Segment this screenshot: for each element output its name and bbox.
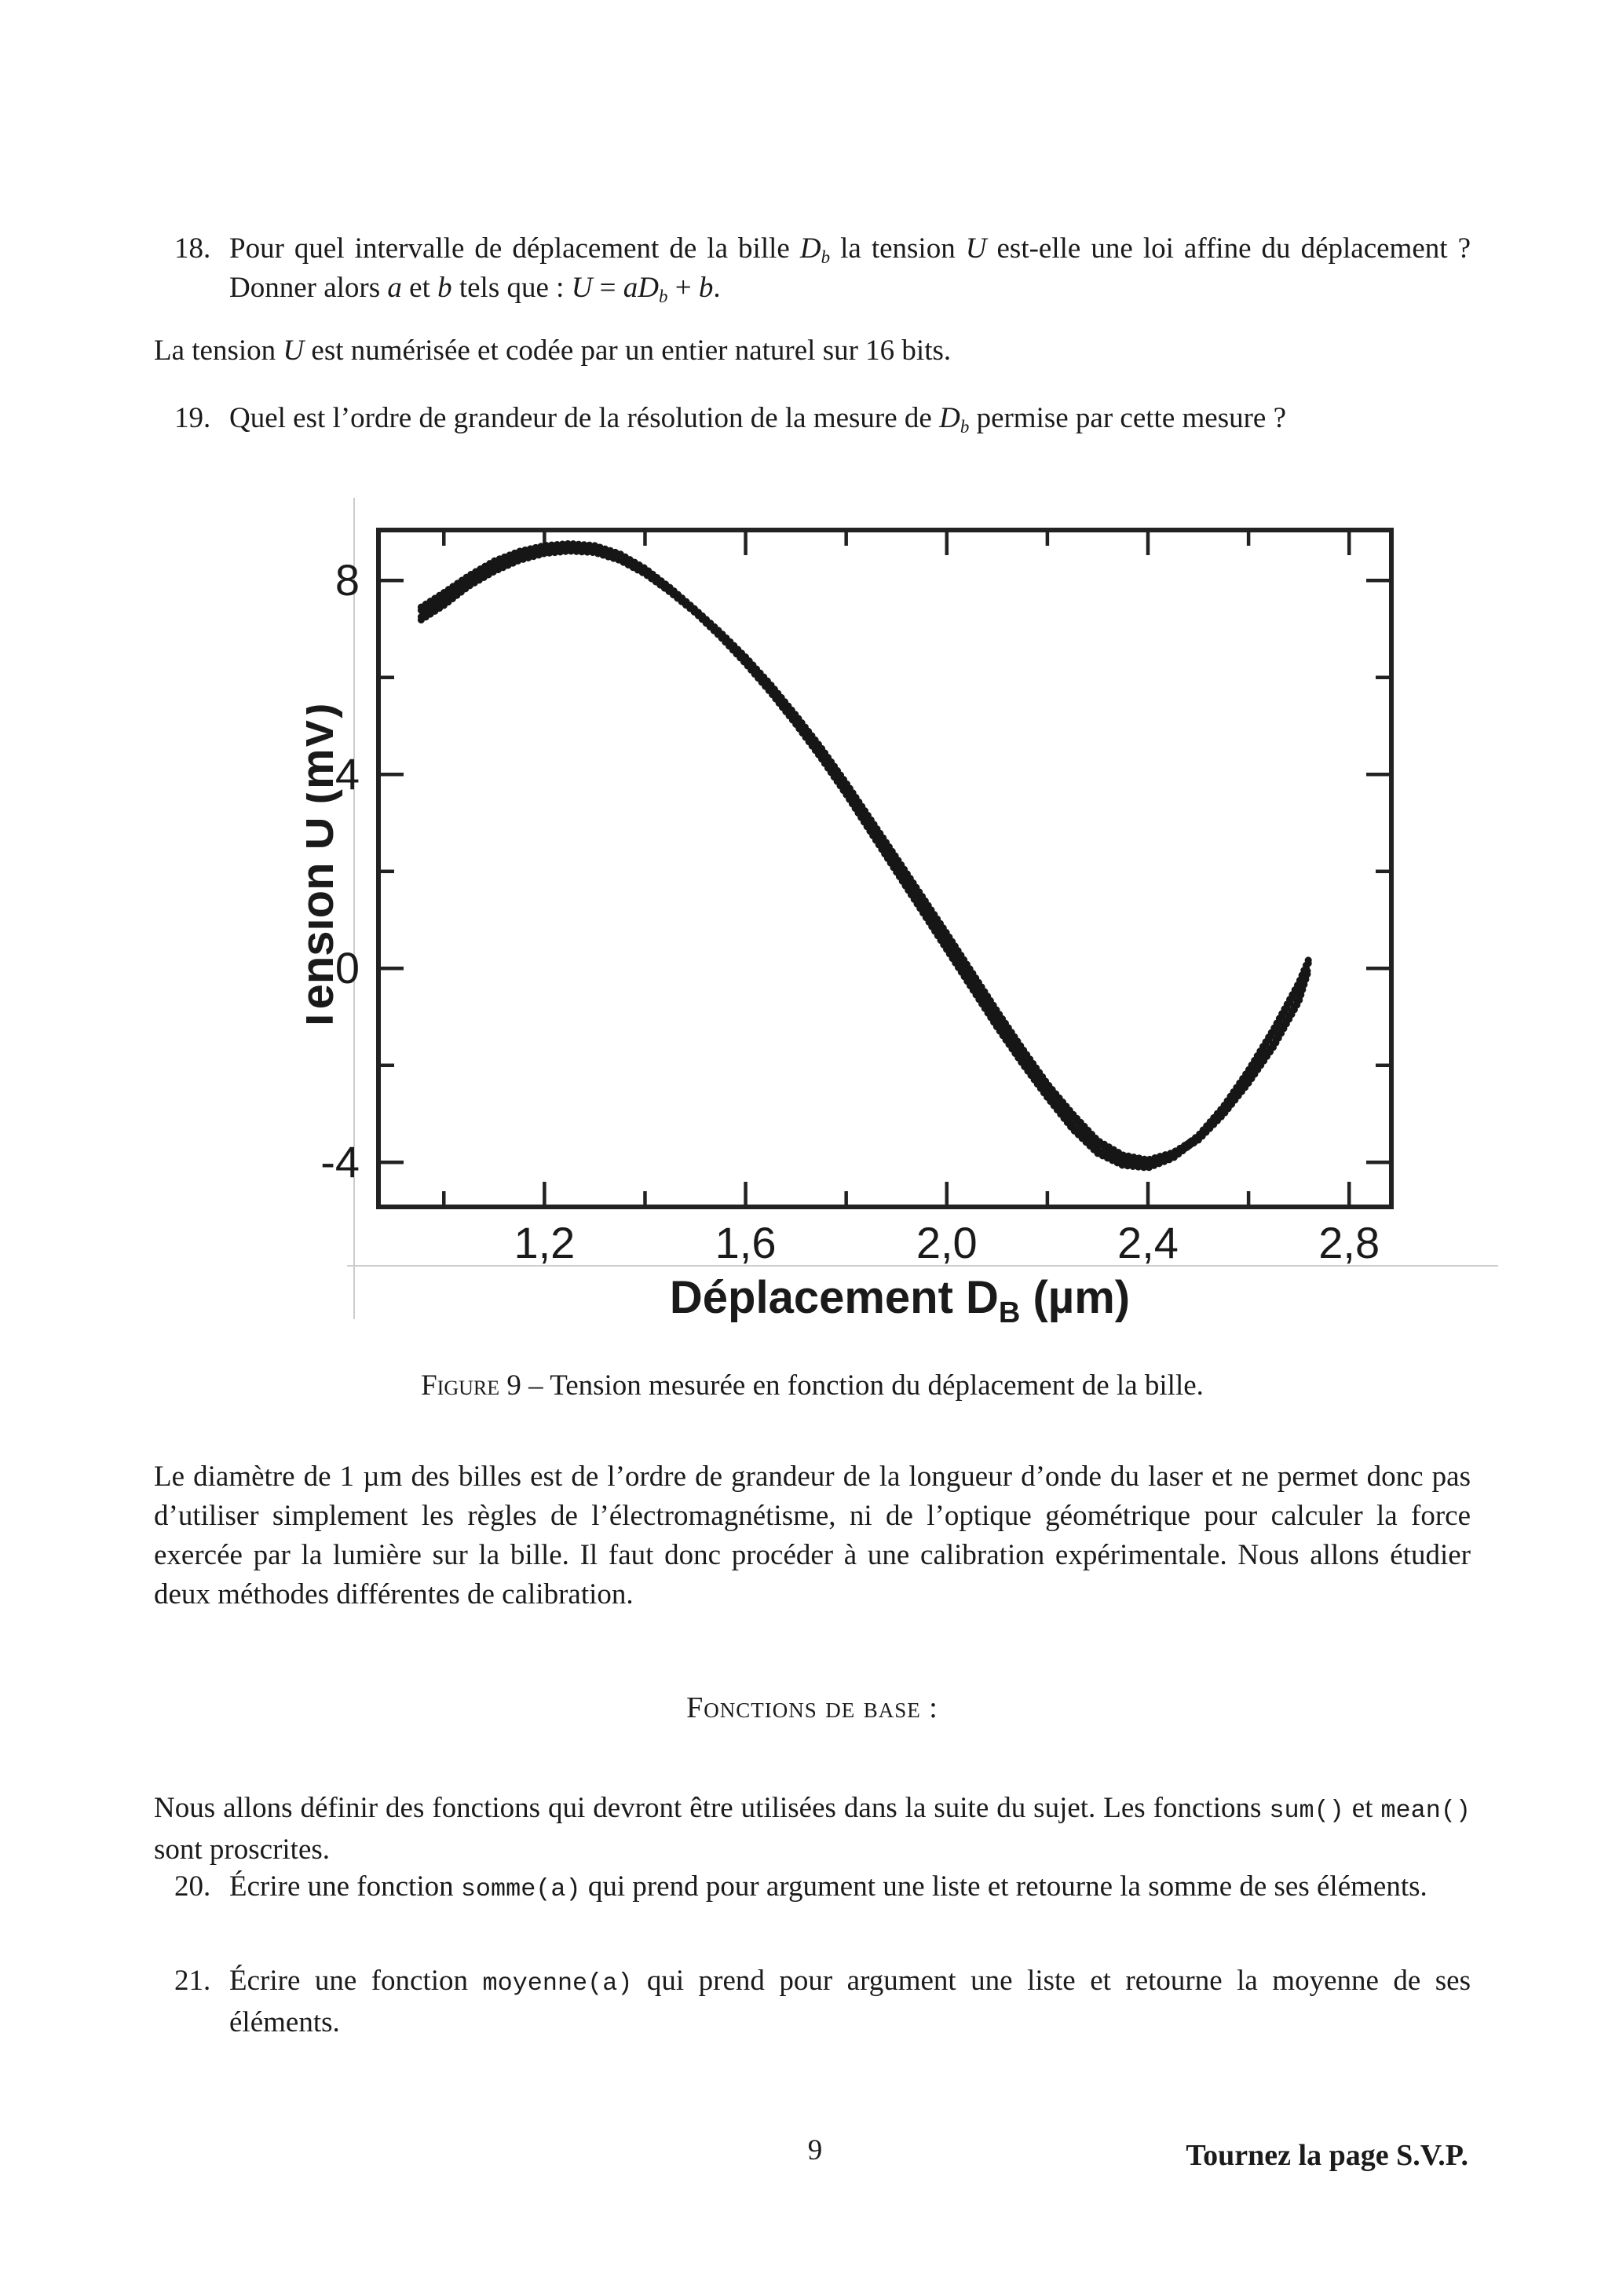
x-tick-label: 2,4 — [1117, 1218, 1179, 1267]
question-18-number: 18. — [174, 232, 211, 265]
chart-series-trace-1 — [417, 539, 1313, 1168]
paragraph-tension-numerisee: La tension U est numérisée et codée par … — [154, 335, 952, 367]
y-tick-label: 8 — [335, 555, 360, 605]
y-tick-label: 4 — [335, 749, 360, 799]
question-18-text: Pour quel intervalle de déplacement de l… — [229, 232, 1471, 306]
question-21-number: 21. — [174, 1965, 211, 1997]
question-21: 21. Écrire une fonction moyenne(a) qui p… — [154, 1961, 1471, 2042]
turn-page-note: Tournez la page S.V.P. — [1186, 2139, 1468, 2172]
chart-series-trace-2 — [417, 544, 1313, 1164]
question-19: 19. Quel est l’ordre de grandeur de la r… — [154, 399, 1471, 438]
question-21-text: Écrire une fonction moyenne(a) qui prend… — [229, 1965, 1471, 2038]
chart-series-trace-1 — [417, 543, 1313, 1172]
question-20-text: Écrire une fonction somme(a) qui prend p… — [229, 1870, 1427, 1903]
question-19-text: Quel est l’ordre de grandeur de la résol… — [229, 402, 1287, 437]
page-number: 9 — [807, 2134, 823, 2166]
question-20: 20. Écrire une fonction somme(a) qui pre… — [154, 1867, 1471, 1909]
x-tick-label: 1,6 — [715, 1218, 777, 1267]
y-tick-label: 0 — [335, 943, 360, 993]
paragraph-fonctions-intro: Nous allons définir des fonctions qui de… — [154, 1792, 1471, 1866]
y-axis-title: Tension U (mV) — [306, 703, 343, 1033]
chart-series-trace-2 — [417, 547, 1313, 1167]
x-tick-label: 1,2 — [514, 1218, 575, 1267]
plot-box — [376, 528, 1394, 1209]
x-tick-label: 2,8 — [1318, 1218, 1380, 1267]
x-axis-title: Déplacement DB (µm) — [670, 1272, 1130, 1329]
figure-9: 1,2 1,6 2,0 2,4 2,8 8 4 0 -4 Déplacement DB (µm) T… — [306, 495, 1500, 1339]
paragraph-diametre: Le diamètre de 1 µm des billes est de l’… — [154, 1461, 1471, 1610]
section-heading-fonctions-de-base: Fonctions de base : — [686, 1691, 938, 1724]
tension-chart: 1,2 1,6 2,0 2,4 2,8 8 4 0 -4 Déplacement DB (µm) T… — [306, 498, 1498, 1329]
question-20-number: 20. — [174, 1870, 211, 1903]
question-19-number: 19. — [174, 402, 211, 434]
figure-9-caption: Figure 9 – Tension mesurée en fonction d… — [421, 1369, 1204, 1402]
question-18: 18. Pour quel intervalle de déplacement … — [154, 229, 1471, 308]
x-tick-label: 2,0 — [916, 1218, 978, 1267]
y-tick-label: -4 — [320, 1137, 360, 1186]
